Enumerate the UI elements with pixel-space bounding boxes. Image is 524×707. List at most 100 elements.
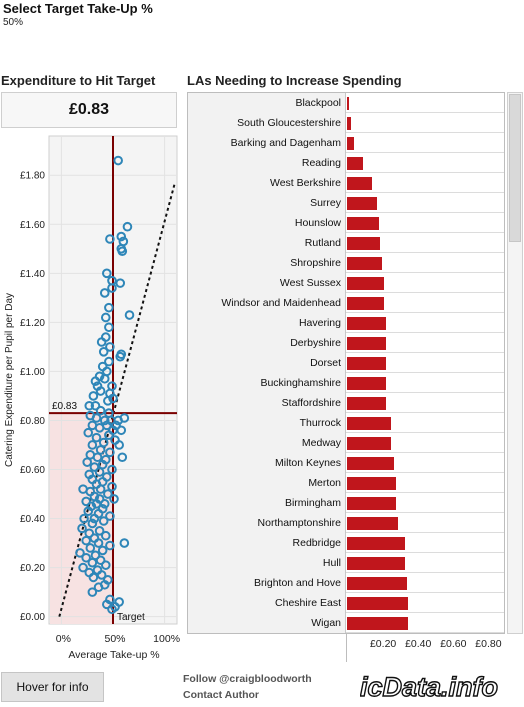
- bar[interactable]: [347, 377, 386, 390]
- bar-row[interactable]: Birmingham: [188, 493, 504, 513]
- scatter-point[interactable]: [94, 423, 105, 433]
- bar[interactable]: [347, 137, 355, 150]
- scatter-point[interactable]: [124, 310, 135, 320]
- scatter-point[interactable]: [83, 427, 94, 438]
- bar-row[interactable]: Shropshire: [188, 253, 504, 273]
- scatter-point[interactable]: [119, 413, 130, 423]
- bar-row[interactable]: Blackpool: [188, 93, 504, 113]
- scatter-point[interactable]: [95, 386, 106, 396]
- scatter-point[interactable]: [93, 538, 104, 548]
- bar-row[interactable]: Wigan: [188, 613, 504, 633]
- bar-row[interactable]: Hounslow: [188, 213, 504, 233]
- bar[interactable]: [347, 157, 363, 170]
- scatter-point[interactable]: [116, 425, 127, 436]
- scroll-thumb[interactable]: [509, 94, 521, 242]
- scatter-point[interactable]: [105, 447, 115, 458]
- bar[interactable]: [347, 337, 386, 350]
- scatter-point[interactable]: [105, 234, 115, 244]
- scatter-point[interactable]: [103, 489, 113, 499]
- bar[interactable]: [347, 577, 407, 590]
- scatter-point[interactable]: [88, 572, 99, 583]
- bar-row[interactable]: Surrey: [188, 193, 504, 213]
- scatter-point[interactable]: [81, 552, 91, 563]
- scatter-point[interactable]: [99, 288, 110, 298]
- scatter-point[interactable]: [107, 604, 117, 615]
- scatter-point[interactable]: [100, 312, 111, 323]
- scatter-point[interactable]: [88, 391, 99, 401]
- scatter-point[interactable]: [87, 587, 98, 597]
- scatter-point[interactable]: [102, 599, 112, 610]
- bar[interactable]: [347, 617, 409, 630]
- scatter-point[interactable]: [100, 560, 111, 570]
- bar[interactable]: [347, 517, 398, 530]
- bar[interactable]: [347, 297, 384, 310]
- scatter-point[interactable]: [94, 467, 105, 477]
- scatter-point[interactable]: [105, 342, 115, 352]
- bar[interactable]: [347, 97, 349, 110]
- bar[interactable]: [347, 277, 384, 290]
- scatter-point[interactable]: [87, 440, 98, 450]
- scatter-point[interactable]: [79, 513, 89, 524]
- bar-row[interactable]: Dorset: [188, 353, 504, 373]
- scatter-point[interactable]: [87, 557, 98, 568]
- scatter-point[interactable]: [105, 511, 115, 521]
- scatter-point[interactable]: [104, 302, 114, 313]
- scatter-point[interactable]: [95, 555, 106, 566]
- scatter-point[interactable]: [87, 518, 98, 529]
- bar-row[interactable]: Redbridge: [188, 533, 504, 553]
- scatter-point[interactable]: [100, 530, 111, 541]
- scatter-point[interactable]: [114, 440, 124, 450]
- bar[interactable]: [347, 497, 397, 510]
- scatter-point[interactable]: [95, 484, 106, 494]
- scatter-point[interactable]: [89, 513, 100, 524]
- scatter-point[interactable]: [107, 283, 117, 293]
- bar-row[interactable]: Northamptonshire: [188, 513, 504, 533]
- scatter-point[interactable]: [96, 337, 107, 347]
- scatter-point[interactable]: [99, 415, 110, 426]
- scatter-point[interactable]: [83, 506, 94, 516]
- bar[interactable]: [347, 357, 386, 370]
- scatter-point[interactable]: [117, 246, 128, 257]
- scatter-point[interactable]: [97, 545, 108, 556]
- scatter-point[interactable]: [105, 540, 115, 551]
- bar[interactable]: [347, 117, 352, 130]
- scatter-point[interactable]: [78, 562, 88, 573]
- icdata-logo[interactable]: icData.info: [359, 668, 510, 702]
- scatter-point[interactable]: [91, 499, 102, 509]
- scatter-point[interactable]: [89, 462, 100, 472]
- scatter-point[interactable]: [104, 322, 114, 333]
- bar-row[interactable]: Rutland: [188, 233, 504, 253]
- target-takeup-value[interactable]: 50%: [3, 17, 24, 28]
- bar-row[interactable]: Derbyshire: [188, 333, 504, 353]
- bar[interactable]: [347, 457, 395, 470]
- bar-row[interactable]: Reading: [188, 153, 504, 173]
- bar-chart[interactable]: Blackpool South Gloucestershire Barking an…: [187, 92, 505, 634]
- scatter-point[interactable]: [75, 548, 85, 558]
- bar-row[interactable]: Milton Keynes: [188, 453, 504, 473]
- scatter-points[interactable]: [75, 155, 135, 615]
- scatter-point[interactable]: [99, 373, 110, 384]
- scatter-point[interactable]: [104, 430, 114, 440]
- bar[interactable]: [347, 537, 405, 550]
- bar-row[interactable]: West Sussex: [188, 273, 504, 293]
- scatter-svg[interactable]: £0.00 £0.20 £0.40 £0.60 £0.80 £1.00 £1.20 £1.40…: [0, 132, 182, 662]
- scatter-point[interactable]: [122, 221, 133, 232]
- bar[interactable]: [347, 477, 397, 490]
- bar-row[interactable]: Thurrock: [188, 413, 504, 433]
- bar-scrollbar[interactable]: [507, 92, 523, 634]
- bar[interactable]: [347, 237, 381, 250]
- scatter-point[interactable]: [91, 413, 102, 423]
- scatter-point[interactable]: [90, 376, 101, 387]
- scatter-point[interactable]: [103, 396, 113, 406]
- scatter-point[interactable]: [98, 516, 109, 526]
- scatter-point[interactable]: [95, 405, 106, 416]
- scatter-point[interactable]: [107, 464, 117, 475]
- bar-row[interactable]: Windsor and Maidenhead: [188, 293, 504, 313]
- bar[interactable]: [347, 197, 377, 210]
- scatter-point[interactable]: [84, 400, 95, 411]
- scatter-point[interactable]: [104, 356, 114, 367]
- bar-row[interactable]: Merton: [188, 473, 504, 493]
- scatter-point[interactable]: [81, 496, 91, 507]
- bar-row[interactable]: Cheshire East: [188, 593, 504, 613]
- bar[interactable]: [347, 257, 383, 270]
